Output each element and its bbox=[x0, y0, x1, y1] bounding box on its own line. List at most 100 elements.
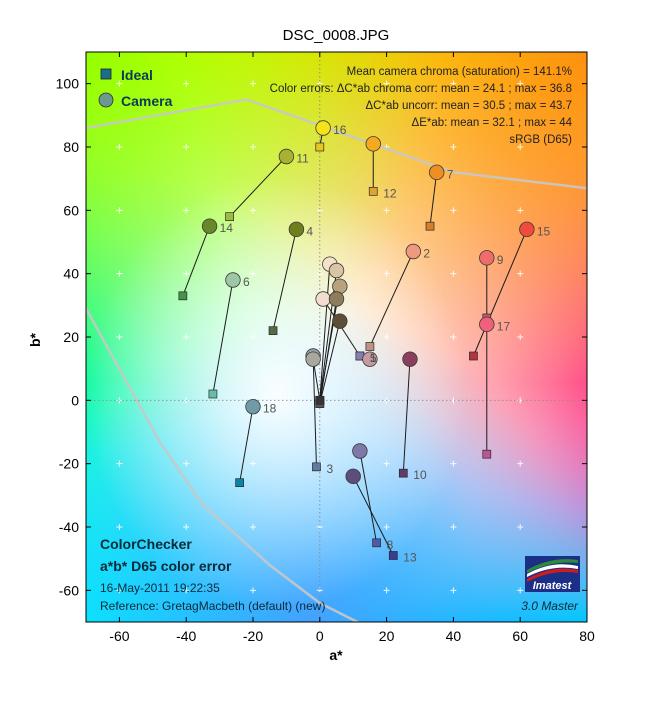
legend: Ideal Camera bbox=[98, 67, 173, 109]
error-vector bbox=[272, 229, 297, 331]
camera-marker bbox=[305, 351, 321, 367]
patch-label: 6 bbox=[243, 275, 250, 289]
grid-mark bbox=[316, 270, 323, 277]
error-vector bbox=[429, 172, 438, 227]
footer-chart-name: ColorChecker bbox=[100, 536, 192, 552]
footer-chart-subtitle: a*b* D65 color error bbox=[100, 558, 232, 574]
camera-marker bbox=[225, 272, 241, 288]
grid-mark bbox=[383, 524, 390, 530]
grid-mark bbox=[183, 587, 190, 594]
axis-tick-layer: -60 -40 -20 0 20 40 60 80 -60 -40 -20 0 20 40 60 80 100 bbox=[56, 52, 595, 644]
camera-marker bbox=[328, 291, 345, 307]
stats-line-colorspace: sRGB (D65) bbox=[509, 134, 572, 146]
patch-label: 3 bbox=[326, 462, 333, 476]
camera-marker bbox=[352, 443, 368, 459]
grid-mark bbox=[383, 334, 390, 340]
patch-label: 7 bbox=[447, 167, 454, 181]
y-tick-label: -60 bbox=[59, 582, 79, 598]
zero-axis-layer bbox=[86, 52, 587, 622]
ideal-marker bbox=[365, 342, 375, 351]
error-vector bbox=[229, 156, 287, 218]
ideal-marker bbox=[225, 212, 234, 222]
imatest-logo: Imatest bbox=[525, 556, 580, 592]
patch-label: 16 bbox=[333, 123, 347, 137]
grid-mark bbox=[517, 334, 524, 340]
grid-mark bbox=[116, 587, 123, 594]
grid-mark bbox=[250, 587, 256, 594]
error-vector bbox=[212, 279, 234, 395]
grid-mark bbox=[383, 270, 390, 277]
grid-mark bbox=[183, 270, 190, 277]
ideal-marker bbox=[268, 326, 278, 336]
grid-mark bbox=[450, 144, 457, 150]
stats-line-de: ΔE*ab: mean = 32.1 ; max = 44 bbox=[412, 117, 573, 129]
patch-label: 1 bbox=[370, 351, 377, 365]
patch-label: 17 bbox=[497, 319, 511, 333]
patch-label: 12 bbox=[383, 186, 397, 200]
patch-label: 18 bbox=[263, 402, 277, 416]
grid-mark bbox=[316, 80, 323, 87]
grid-mark bbox=[450, 80, 457, 87]
ideal-marker bbox=[235, 478, 244, 488]
grid-mark bbox=[383, 460, 390, 467]
patch-label: 4 bbox=[306, 224, 313, 238]
gamut-boundary-upper bbox=[86, 98, 587, 190]
footer-reference: Reference: GretagMacbeth (default) (new) bbox=[100, 599, 325, 613]
error-vector bbox=[369, 251, 414, 347]
x-tick-label: 40 bbox=[446, 628, 462, 644]
camera-marker bbox=[328, 262, 345, 279]
patch-label: 5 bbox=[370, 351, 377, 365]
y-axis-label: b* bbox=[27, 332, 43, 347]
x-tick-label: 20 bbox=[379, 628, 395, 644]
camera-marker bbox=[245, 398, 261, 415]
camera-marker bbox=[405, 243, 422, 260]
x-axis-label: a* bbox=[329, 647, 343, 663]
grid-mark bbox=[183, 460, 190, 467]
camera-marker bbox=[402, 351, 418, 367]
footer-date: 16-May-2011 19:22:35 bbox=[100, 581, 220, 595]
ideal-marker bbox=[312, 462, 321, 472]
legend-camera-marker bbox=[98, 92, 114, 108]
x-tick-label: 0 bbox=[316, 628, 324, 644]
gamut-boundary-lower bbox=[86, 307, 361, 622]
patch-label: 13 bbox=[403, 551, 417, 565]
grid-mark bbox=[183, 80, 190, 87]
camera-marker bbox=[479, 316, 495, 333]
error-vector bbox=[352, 476, 394, 556]
footer-block: ColorChecker a*b* D65 color error 16-May… bbox=[100, 536, 579, 613]
ideal-marker bbox=[388, 551, 398, 560]
camera-marker bbox=[362, 351, 378, 367]
grid-mark bbox=[183, 144, 190, 150]
y-tick-label: 80 bbox=[63, 139, 79, 155]
stats-line-dc-uncorr: ΔC*ab uncorr: mean = 30.5 ; max = 43.7 bbox=[366, 100, 573, 112]
grid-mark bbox=[183, 334, 190, 340]
ideal-marker-layer bbox=[178, 142, 492, 560]
patch-label: 10 bbox=[413, 468, 427, 482]
grid-mark bbox=[116, 270, 123, 277]
patch-label: 11 bbox=[296, 152, 309, 166]
ideal-marker bbox=[178, 291, 188, 301]
ideal-marker bbox=[469, 351, 478, 361]
camera-marker bbox=[315, 291, 331, 307]
grid-mark bbox=[116, 524, 123, 530]
error-vector bbox=[472, 229, 528, 357]
y-tick-label: -20 bbox=[59, 456, 79, 472]
grid-mark bbox=[116, 334, 123, 340]
grid-mark bbox=[250, 524, 256, 530]
ideal-marker bbox=[368, 186, 378, 196]
patch-label: 2 bbox=[423, 247, 430, 261]
legend-ideal-label: Ideal bbox=[121, 67, 153, 83]
ideal-marker bbox=[315, 395, 325, 405]
camera-marker bbox=[288, 221, 305, 238]
stats-block: Mean camera chroma (saturation) = 141.1%… bbox=[270, 66, 573, 146]
error-vector bbox=[402, 359, 411, 474]
legend-ideal-marker bbox=[100, 68, 112, 80]
grid-mark bbox=[517, 460, 524, 467]
patch-label: 9 bbox=[497, 253, 504, 267]
grid-mark bbox=[250, 270, 256, 277]
camera-marker bbox=[278, 148, 295, 165]
grid-mark bbox=[116, 80, 123, 87]
error-vector bbox=[359, 450, 378, 543]
